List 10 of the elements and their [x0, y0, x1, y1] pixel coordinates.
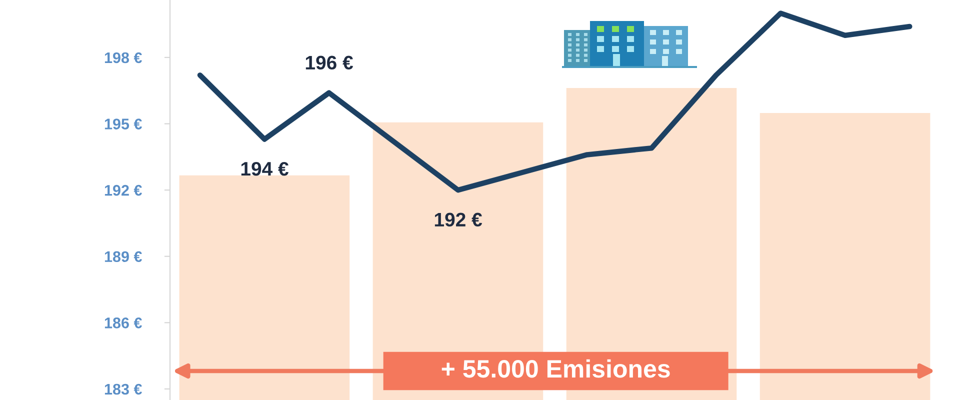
y-tick-label: 189 € — [104, 251, 142, 262]
y-tick-label: 198 € — [104, 52, 142, 64]
data-label: 194 € — [241, 162, 288, 176]
annotation: + 55.000 Emisiones — [442, 359, 670, 378]
y-tick-label: 183 € — [104, 384, 142, 395]
y-tick-label: 186 € — [104, 318, 142, 328]
y-tick-label: 192 € — [104, 184, 142, 196]
data-label: 196 € — [306, 56, 354, 70]
y-tick-label: 195 € — [104, 118, 142, 130]
data-label: 192 € — [434, 212, 482, 227]
